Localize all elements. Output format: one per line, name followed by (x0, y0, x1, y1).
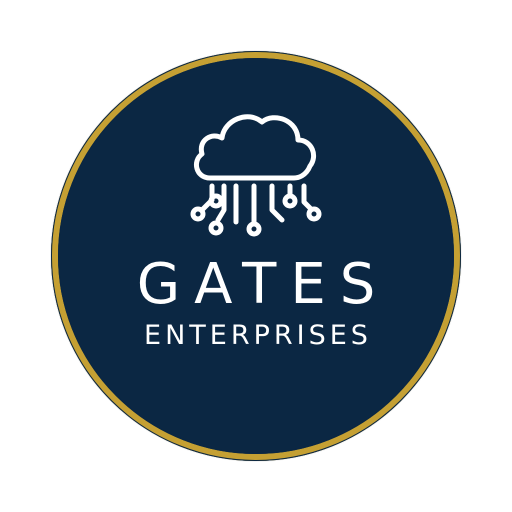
brand-subtitle: ENTERPRISES (144, 320, 372, 351)
brand-title: GATES (136, 252, 390, 317)
cloud-circuit-icon (190, 114, 322, 237)
